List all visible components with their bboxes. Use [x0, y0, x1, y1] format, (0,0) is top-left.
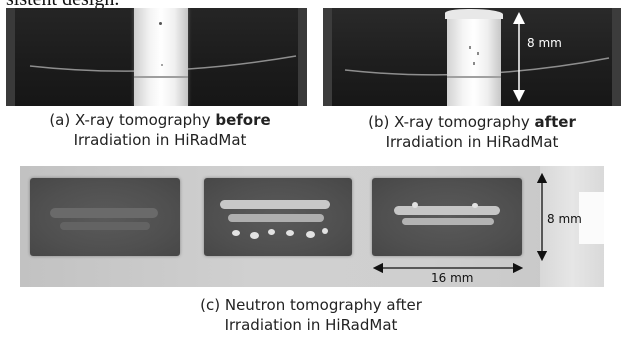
damage-feature: [220, 200, 330, 209]
damage-spot: [250, 232, 259, 239]
internal-feature: [60, 222, 150, 230]
sample-seam: [447, 76, 501, 78]
damage-spot: [412, 202, 418, 208]
sample-mark: [473, 62, 475, 65]
internal-feature: [50, 208, 158, 218]
caption-b-line1: (b) X-ray tomography after: [326, 112, 618, 132]
caption-b-prefix: (b) X-ray tomography: [368, 113, 535, 131]
sample-mark: [469, 46, 471, 49]
sample-deformed-top: [445, 9, 503, 19]
sample-mark: [477, 52, 479, 55]
caption-b-line2: Irradiation in HiRadMat: [385, 133, 559, 151]
scale-arrows: [372, 172, 548, 274]
caption-b: (b) X-ray tomography after Irradiation i…: [326, 112, 618, 152]
caption-b-bold: after: [534, 113, 576, 131]
caption-a: (a) X-ray tomography before Irradiation …: [14, 110, 306, 150]
sample-seam: [134, 76, 188, 78]
caption-a-line1: (a) X-ray tomography before: [14, 110, 306, 130]
sample-mark: [159, 22, 162, 25]
vertical-scale-label: 8 mm: [547, 212, 582, 226]
damage-spot: [268, 229, 275, 235]
image-edge-right: [612, 8, 621, 106]
caption-c-line2: Irradiation in HiRadMat: [224, 316, 398, 334]
image-edge-left: [323, 8, 332, 106]
damage-spot: [232, 230, 240, 236]
cut-off-body-text: sistent design.: [6, 0, 119, 11]
image-edge-right: [298, 8, 307, 106]
horizontal-scale-label: 16 mm: [431, 271, 474, 285]
damage-feature: [228, 214, 324, 222]
sample-cylinder: [445, 9, 503, 106]
scale-label: 8 mm: [527, 36, 562, 50]
image-edge-left: [6, 8, 15, 106]
xray-before-image: [6, 8, 307, 106]
vertical-scale-arrow: [513, 11, 525, 102]
damage-spot: [286, 230, 294, 236]
caption-c: (c) Neutron tomography after Irradiation…: [100, 295, 522, 335]
caption-a-line2: Irradiation in HiRadMat: [73, 131, 247, 149]
sample-block-1: [30, 178, 180, 256]
sample-block-3: [372, 178, 522, 256]
caption-a-prefix: (a) X-ray tomography: [49, 111, 216, 129]
caption-a-bold: before: [215, 111, 271, 129]
damage-spot: [306, 231, 315, 238]
damage-feature: [402, 218, 494, 225]
sample-mark: [161, 64, 163, 66]
damage-spot: [472, 203, 478, 208]
caption-c-line1: (c) Neutron tomography after: [200, 296, 422, 314]
neutron-image: 8 mm 16 mm: [20, 166, 604, 287]
sample-cylinder: [134, 8, 188, 106]
sample-block-2: [204, 178, 352, 256]
damage-spot: [322, 228, 328, 234]
xray-after-image: 8 mm: [323, 8, 621, 106]
damage-feature: [394, 206, 500, 215]
reference-white-block: [579, 192, 604, 244]
